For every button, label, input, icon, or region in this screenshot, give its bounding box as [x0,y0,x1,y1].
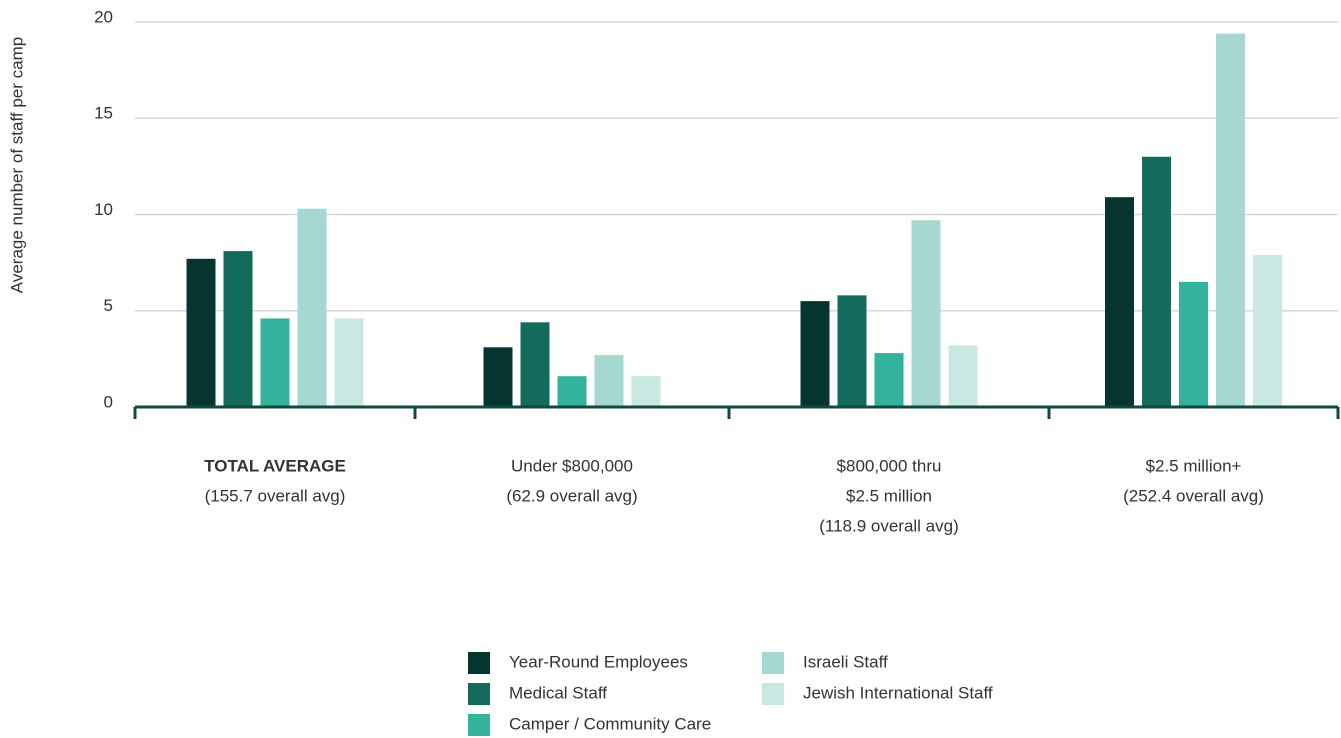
y-tick-label: 15 [94,104,113,123]
bar [186,258,216,407]
legend-swatch [468,652,490,674]
legend: Year-Round Employees Medical Staff Camper … [468,652,993,736]
bar [483,347,513,407]
legend-label: Jewish International Staff [803,683,993,702]
y-axis-label: Average number of staff per camp [7,37,26,293]
y-tick-label: 10 [94,200,113,219]
bar [223,251,253,407]
bar [911,220,941,407]
x-tick-label: (252.4 overall avg) [1123,486,1264,505]
legend-swatch [468,714,490,736]
bar [260,318,290,407]
bar [837,295,867,407]
bar [520,322,550,407]
bar [1179,281,1208,407]
x-tick-label: $2.5 million [846,486,932,505]
y-tick-label: 20 [94,7,113,26]
legend-label: Israeli Staff [803,652,888,671]
bar [1253,254,1282,407]
legend-swatch [762,652,784,674]
legend-label: Camper / Community Care [509,714,711,733]
bar [297,208,327,407]
bar [874,353,904,407]
bar [1105,197,1134,407]
bar [1142,156,1171,407]
x-tick-label: $800,000 thru [837,456,942,475]
y-tick-label: 0 [104,392,113,411]
x-tick-label: (118.9 overall avg) [819,516,959,535]
x-tick-label: (155.7 overall avg) [205,486,346,505]
bar [557,376,587,407]
x-tick-label: TOTAL AVERAGE [204,456,346,475]
x-tick-label: (62.9 overall avg) [506,486,637,505]
bar [594,355,624,407]
bar [800,301,830,407]
bar [334,318,364,407]
y-tick-label: 5 [104,296,113,315]
legend-swatch [762,683,784,705]
bar [631,376,661,407]
x-tick-label: $2.5 million+ [1146,456,1242,475]
legend-label: Medical Staff [509,683,607,702]
x-tick-label: Under $800,000 [511,456,633,475]
legend-label: Year-Round Employees [509,652,688,671]
bar [1216,33,1245,408]
bar [948,345,978,407]
legend-swatch [468,683,490,705]
